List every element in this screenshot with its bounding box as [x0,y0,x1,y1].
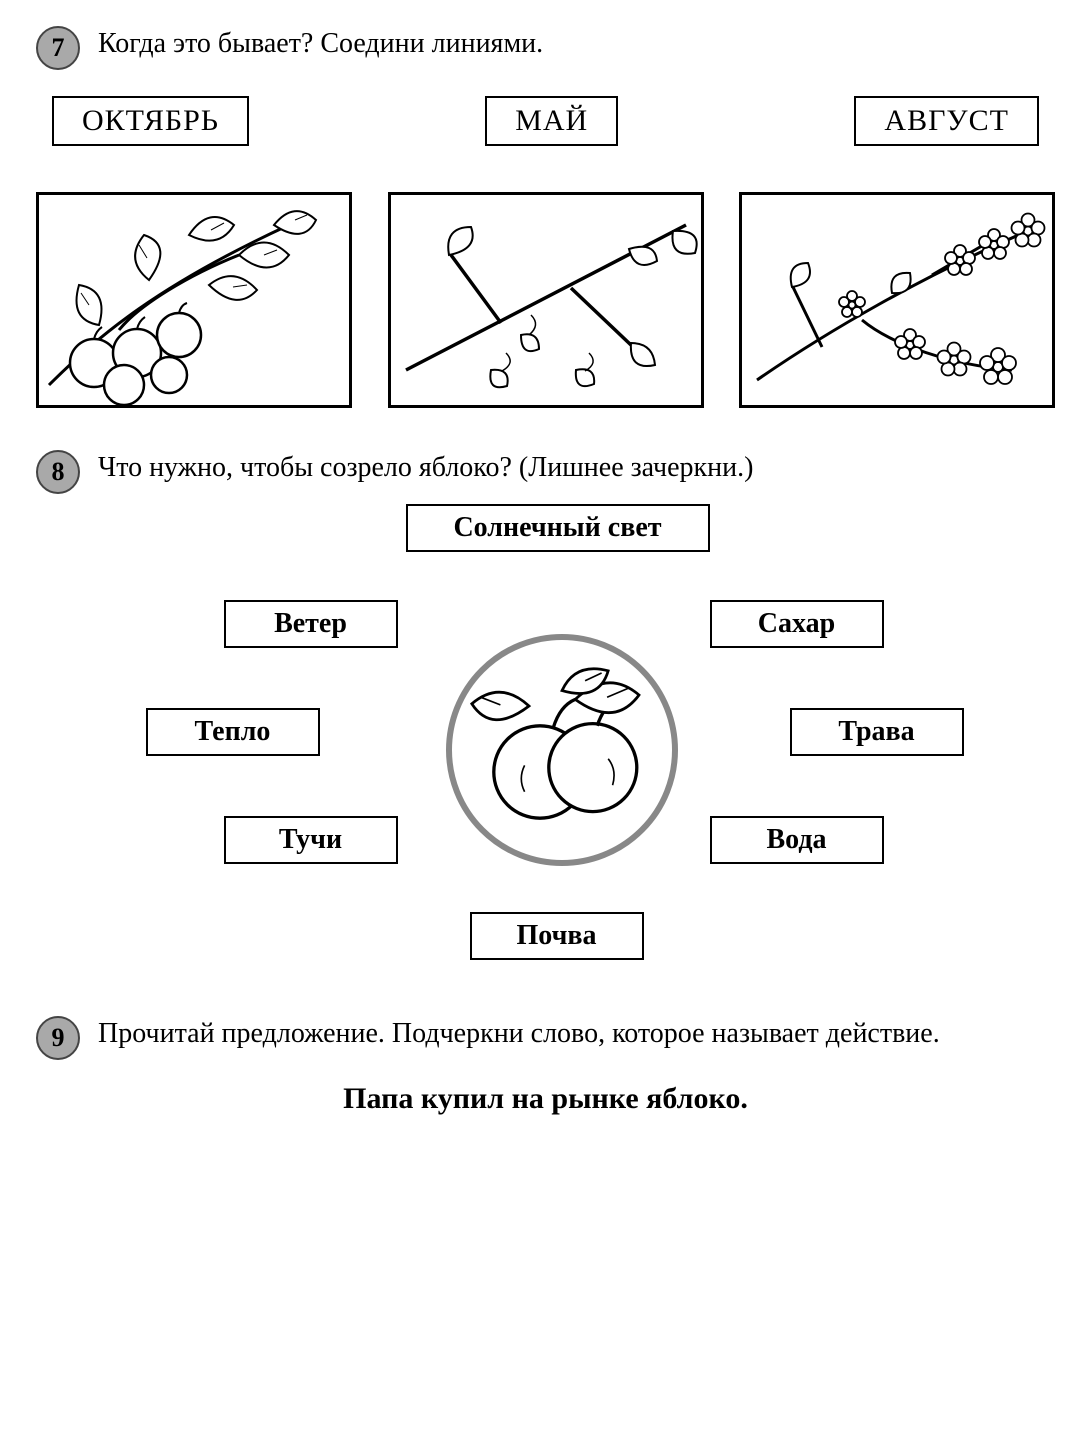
task-9: 9 Прочитай предложение. Подчеркни слово,… [36,1014,1055,1116]
month-box-may[interactable]: МАЙ [485,96,618,146]
task-7-header: 7 Когда это бывает? Соедини линиями. [36,24,1055,70]
word-box-sunlight[interactable]: Солнечный свет [406,504,710,552]
task-8: 8 Что нужно, чтобы созрело яблоко? (Лишн… [36,448,1055,974]
word-box-water[interactable]: Вода [710,816,884,864]
word-box-soil[interactable]: Почва [470,912,644,960]
word-box-wind[interactable]: Ветер [224,600,398,648]
picture-apples-branch[interactable] [36,192,352,408]
task-7: 7 Когда это бывает? Соедини линиями. ОКТ… [36,24,1055,408]
task-number: 7 [52,33,65,63]
month-box-october[interactable]: ОКТЯБРЬ [52,96,249,146]
picture-blossom-branch[interactable] [739,192,1055,408]
word-box-clouds[interactable]: Тучи [224,816,398,864]
month-box-august[interactable]: АВГУСТ [854,96,1039,146]
task-number: 9 [52,1023,65,1053]
task-number-badge: 9 [36,1016,80,1060]
task-number: 8 [52,457,65,487]
apples-icon [452,640,672,860]
center-apple-circle [446,634,678,866]
task-9-sentence[interactable]: Папа купил на рынке яблоко. [36,1082,1055,1116]
task-7-prompt: Когда это бывает? Соедини линиями. [98,24,1055,65]
task-8-header: 8 Что нужно, чтобы созрело яблоко? (Лишн… [36,448,1055,494]
word-box-warmth[interactable]: Тепло [146,708,320,756]
task-9-header: 9 Прочитай предложение. Подчеркни слово,… [36,1014,1055,1060]
picture-falling-leaves[interactable] [388,192,704,408]
task-9-prompt: Прочитай предложение. Подчеркни слово, к… [98,1014,1055,1055]
task-8-prompt: Что нужно, чтобы созрело яблоко? (Лишнее… [98,448,1055,489]
word-box-sugar[interactable]: Сахар [710,600,884,648]
pictures-row [36,192,1055,408]
task-number-badge: 7 [36,26,80,70]
radial-layout: Солнечный свет Ветер Сахар Тепло Трава Т… [66,504,1026,974]
task-number-badge: 8 [36,450,80,494]
word-box-grass[interactable]: Трава [790,708,964,756]
months-row: ОКТЯБРЬ МАЙ АВГУСТ [36,96,1055,146]
